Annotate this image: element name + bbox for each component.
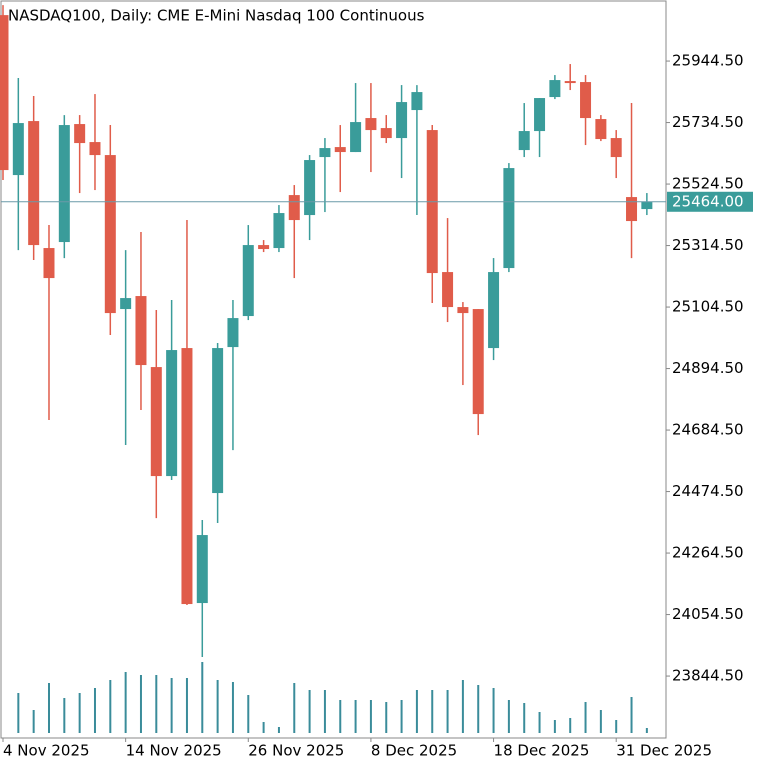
candle-body: [350, 122, 362, 153]
y-tick-label: 25104.50: [672, 298, 744, 316]
candle-body: [580, 82, 592, 119]
x-tick-label: 26 Nov 2025: [248, 742, 344, 760]
chart-title: NASDAQ100, Daily: CME E-Mini Nasdaq 100 …: [8, 7, 425, 25]
x-tick-label: 4 Nov 2025: [3, 742, 90, 760]
candle-body: [0, 15, 9, 171]
candle-body: [518, 131, 530, 151]
candle-body: [74, 124, 86, 144]
candle-body: [334, 147, 346, 153]
candle-body: [396, 102, 408, 139]
x-tick-label: 31 Dec 2025: [616, 742, 712, 760]
candle-body: [120, 298, 132, 310]
candle-body: [28, 121, 40, 246]
candle-body: [104, 155, 116, 314]
candle-body: [595, 119, 607, 140]
y-tick-label: 25314.50: [672, 236, 744, 254]
candle-body: [58, 125, 70, 243]
y-tick-label: 25944.50: [672, 52, 744, 70]
candle-body: [442, 272, 454, 308]
candle-body: [380, 128, 392, 139]
candle-body: [641, 201, 653, 210]
candle-body: [365, 118, 377, 131]
y-tick-label: 24474.50: [672, 482, 744, 500]
y-tick-label: 23844.50: [672, 667, 744, 685]
candle-body: [488, 272, 500, 349]
last-price-label: 25464.00: [672, 192, 744, 210]
x-tick-label: 14 Nov 2025: [126, 742, 222, 760]
last-price-box: [667, 191, 753, 212]
candle-body: [610, 138, 622, 158]
candle-body: [288, 195, 300, 221]
candle-body: [196, 535, 208, 604]
candle-body: [89, 142, 101, 156]
candle-body: [304, 160, 316, 216]
candle-body: [12, 123, 24, 176]
candle-body: [258, 245, 270, 250]
y-tick-label: 24684.50: [672, 421, 744, 439]
y-tick-label: 24894.50: [672, 359, 744, 377]
candle-body: [549, 80, 561, 98]
candle-body: [212, 348, 224, 494]
candle-body: [273, 213, 285, 249]
candle-body: [626, 197, 638, 222]
plot-frame: [0, 0, 667, 739]
candle-body: [457, 307, 469, 314]
x-tick-label: 18 Dec 2025: [494, 742, 590, 760]
y-tick-label: 25734.50: [672, 113, 744, 131]
candle-body: [43, 248, 55, 279]
candle-body: [503, 168, 515, 269]
candle-body: [564, 81, 576, 84]
candle-body: [181, 348, 193, 605]
y-tick-label: 24264.50: [672, 544, 744, 562]
candle-body: [150, 367, 162, 477]
candle-body: [166, 350, 178, 477]
candle-body: [319, 148, 331, 158]
candle-body: [472, 309, 484, 415]
y-tick-label: 24054.50: [672, 605, 744, 623]
candle-body: [534, 98, 546, 132]
candle-body: [227, 318, 239, 348]
x-tick-label: 8 Dec 2025: [371, 742, 457, 760]
candle-body: [242, 245, 254, 317]
candle-body: [135, 296, 147, 366]
y-tick-label: 25524.50: [672, 175, 744, 193]
candle-body: [411, 92, 423, 111]
